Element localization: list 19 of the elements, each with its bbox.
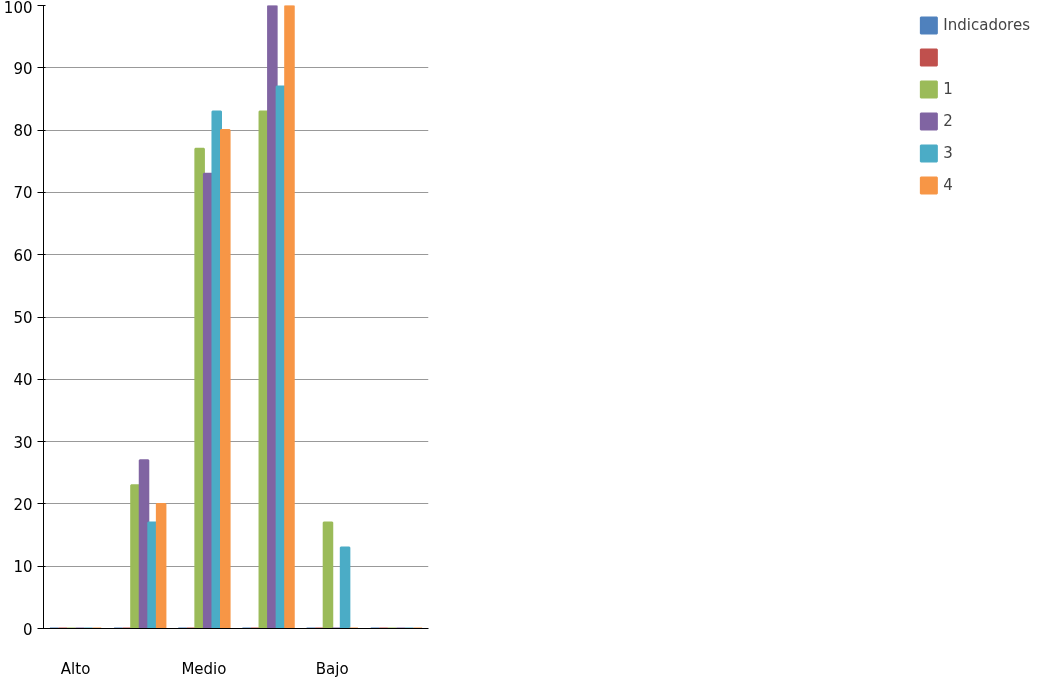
- y-tick-label: 80: [13, 122, 33, 141]
- y-tick-label: 30: [13, 433, 33, 452]
- x-tick-label: Bajo: [315, 659, 349, 678]
- legend-label: Indicadores: [943, 16, 1030, 34]
- y-tick-label: 70: [13, 184, 33, 203]
- legend-label: 1: [943, 80, 954, 98]
- y-tick-label: 60: [13, 246, 33, 265]
- y-tick-label: 100: [3, 0, 33, 17]
- x-tick-label: Medio: [181, 659, 227, 678]
- legend-label: 2: [943, 112, 954, 130]
- y-tick-label: 40: [13, 371, 33, 390]
- y-tick-label: 50: [13, 309, 33, 327]
- y-tick-label: 10: [13, 558, 33, 577]
- x-tick-label: Alto: [60, 659, 91, 678]
- y-tick-label: 90: [13, 59, 33, 78]
- y-tick-label: 20: [13, 495, 33, 514]
- legend-label: 3: [943, 144, 954, 162]
- legend-label: 4: [943, 176, 954, 194]
- y-tick-label: 0: [22, 620, 33, 639]
